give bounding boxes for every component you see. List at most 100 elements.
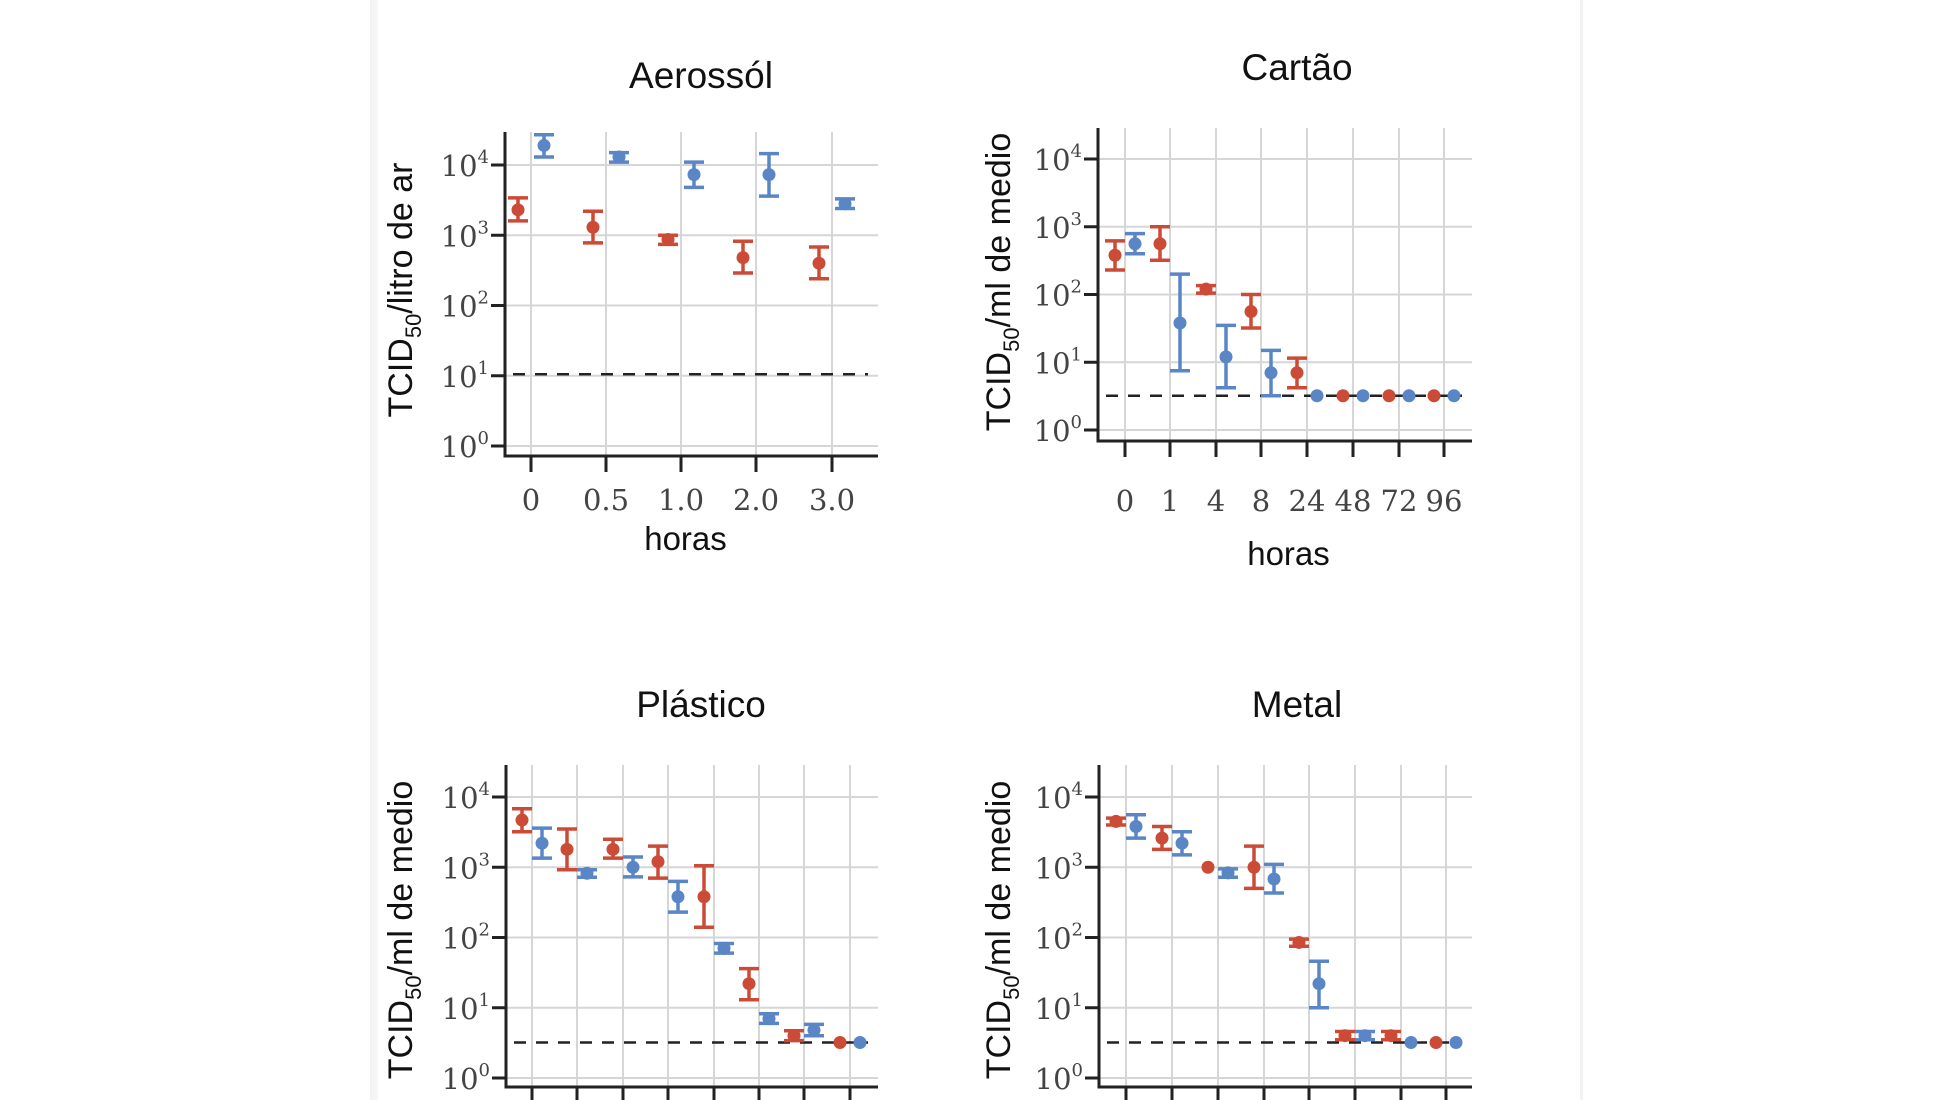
x-tick-label: 96 bbox=[1426, 484, 1463, 518]
data-point bbox=[1108, 248, 1122, 262]
series-red bbox=[508, 196, 829, 281]
series-blue bbox=[1125, 231, 1461, 403]
data-point bbox=[580, 866, 594, 880]
data-point bbox=[742, 977, 756, 991]
data-point bbox=[1338, 1029, 1352, 1043]
axes bbox=[504, 765, 878, 1089]
data-point bbox=[1427, 389, 1441, 403]
data-point bbox=[1358, 1029, 1372, 1043]
x-tick-label: 2.0 bbox=[733, 483, 779, 517]
x-axis-label: horas bbox=[644, 520, 727, 557]
y-tick-label: 101 bbox=[1034, 344, 1082, 380]
chart-title: Cartão bbox=[1241, 47, 1352, 88]
data-point bbox=[626, 860, 640, 874]
y-tick-label: 100 bbox=[441, 428, 489, 464]
series-red bbox=[1105, 225, 1441, 403]
chart-title: Metal bbox=[1252, 684, 1342, 725]
data-point bbox=[1247, 860, 1261, 874]
y-tick-label: 103 bbox=[441, 217, 489, 253]
data-point bbox=[1109, 814, 1123, 828]
data-point bbox=[1356, 389, 1370, 403]
y-tick-label: 104 bbox=[1034, 141, 1082, 177]
page-left-border bbox=[370, 0, 378, 1100]
series-blue bbox=[1126, 812, 1463, 1050]
y-axis-label: TCID50/ml de medio bbox=[382, 781, 426, 1079]
y-tick-label: 100 bbox=[1034, 412, 1082, 448]
data-point bbox=[1244, 305, 1258, 319]
data-point bbox=[787, 1029, 801, 1043]
data-point bbox=[515, 813, 529, 827]
data-point bbox=[697, 890, 711, 904]
series-blue bbox=[534, 132, 855, 211]
x-tick-label: 72 bbox=[1381, 484, 1418, 518]
data-point bbox=[1382, 389, 1396, 403]
data-point bbox=[1267, 872, 1281, 886]
data-point bbox=[1384, 1029, 1398, 1043]
data-point bbox=[606, 842, 620, 856]
y-tick-label: 102 bbox=[441, 288, 489, 324]
x-tick-label: 3.0 bbox=[809, 483, 855, 517]
data-point bbox=[812, 256, 826, 270]
data-point bbox=[1155, 831, 1169, 845]
chart-title: Aerossól bbox=[629, 55, 773, 96]
series-red bbox=[512, 807, 847, 1050]
data-point bbox=[1290, 366, 1304, 380]
x-tick-label: 8 bbox=[1252, 484, 1270, 518]
data-point bbox=[1221, 866, 1235, 880]
data-point bbox=[612, 150, 626, 164]
data-point bbox=[671, 890, 685, 904]
y-tick-label: 103 bbox=[1035, 849, 1083, 885]
x-tick-label: 0.5 bbox=[583, 483, 629, 517]
data-point bbox=[687, 168, 701, 182]
page-right-border bbox=[1580, 0, 1583, 1100]
chart-panel-1: Aerossól 100 101 102 103 104 0 0.5 1.0 2.0 3.0 hora… bbox=[382, 55, 878, 557]
x-tick-label: 0 bbox=[522, 483, 540, 517]
data-point bbox=[807, 1023, 821, 1037]
x-tick-label: 24 bbox=[1289, 484, 1326, 518]
y-tick-label: 104 bbox=[441, 147, 489, 183]
data-point bbox=[717, 941, 731, 955]
y-axis-label: TCID50/ml de medio bbox=[980, 133, 1024, 431]
data-point bbox=[535, 836, 549, 850]
data-point bbox=[1264, 366, 1278, 380]
data-point bbox=[1219, 350, 1233, 364]
data-point bbox=[511, 203, 525, 217]
data-point bbox=[1336, 389, 1350, 403]
data-point bbox=[1402, 389, 1416, 403]
data-point bbox=[1199, 282, 1213, 296]
data-point bbox=[1404, 1036, 1418, 1050]
data-point bbox=[1312, 977, 1326, 991]
data-point bbox=[833, 1036, 847, 1050]
data-point bbox=[1447, 389, 1461, 403]
y-tick-label: 101 bbox=[1035, 990, 1083, 1026]
y-tick-label: 102 bbox=[442, 920, 490, 956]
data-point bbox=[1128, 237, 1142, 251]
data-point bbox=[853, 1036, 867, 1050]
y-tick-label: 103 bbox=[1034, 209, 1082, 245]
y-tick-label: 102 bbox=[1035, 920, 1083, 956]
data-point bbox=[560, 842, 574, 856]
data-point bbox=[1449, 1036, 1463, 1050]
data-point bbox=[1310, 389, 1324, 403]
x-tick-label: 0 bbox=[1116, 484, 1134, 518]
x-tick-label: 1.0 bbox=[658, 483, 704, 517]
data-point bbox=[1429, 1036, 1443, 1050]
data-point bbox=[1173, 316, 1187, 330]
y-tick-label: 101 bbox=[442, 990, 490, 1026]
y-tick-label: 102 bbox=[1034, 277, 1082, 313]
y-tick-label: 104 bbox=[1035, 779, 1083, 815]
data-point bbox=[1129, 820, 1143, 834]
y-tick-label: 101 bbox=[441, 358, 489, 394]
axes bbox=[1096, 128, 1472, 443]
data-point bbox=[1175, 836, 1189, 850]
axes bbox=[503, 132, 878, 458]
data-point bbox=[1292, 935, 1306, 949]
chart-panel-3: Plástico 100 101 102 103 104 TCID50/ml de medi… bbox=[382, 684, 878, 1100]
data-point bbox=[651, 855, 665, 869]
data-point bbox=[1201, 860, 1215, 874]
y-axis-label: TCID50/ml de medio bbox=[980, 781, 1024, 1079]
series-red bbox=[1106, 814, 1443, 1050]
data-point bbox=[762, 168, 776, 182]
